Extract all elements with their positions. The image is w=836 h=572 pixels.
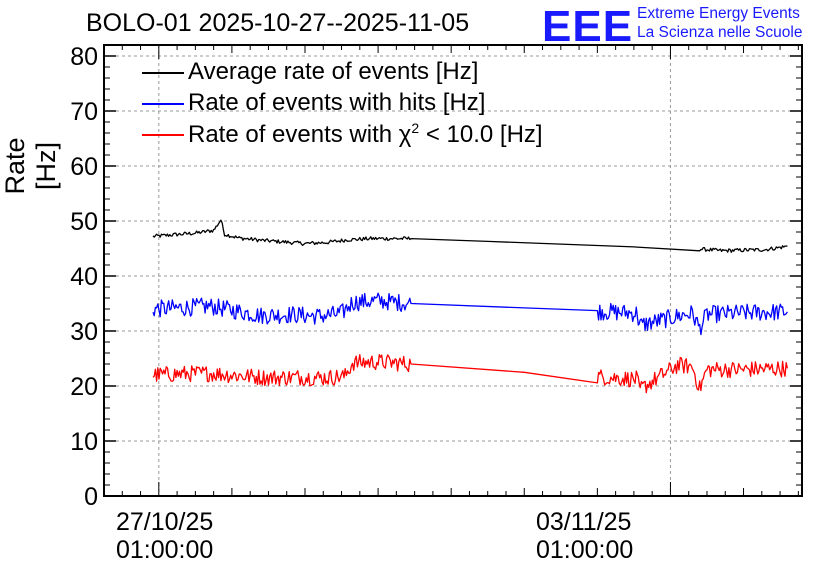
legend-item-hits: Rate of events with hits [Hz] [140,89,600,119]
legend-item-average: Average rate of events [Hz] [140,58,600,88]
y-tick-label-5: 50 [70,208,98,236]
series-line-1 [152,292,788,336]
x-tick-label-0: 27/10/25 01:00:00 [116,508,213,564]
legend-label-chi2: Rate of events with χ2 < 10.0 [Hz] [188,120,543,148]
logo-line-2: La Scienza nelle Scuole [637,24,803,41]
legend-label-average: Average rate of events [Hz] [188,58,479,85]
plot-frame [103,44,803,497]
series-line-2 [152,354,789,394]
y-tick-label-2: 20 [70,373,98,401]
series-line-0 [152,219,788,253]
logo-caption: Extreme Energy Events La Scienza nelle S… [637,4,802,42]
eee-logo: EEE [542,2,634,51]
x-tick-date-1: 03/11/25 [536,508,632,536]
legend-swatch-black [142,72,184,74]
y-tick-label-4: 40 [70,263,98,291]
y-tick-label-6: 60 [70,153,98,181]
chart-title: BOLO-01 2025-10-27--2025-11-05 [86,9,470,37]
y-tick-label-1: 10 [70,428,98,456]
x-tick-date-0: 27/10/25 [116,508,214,536]
y-tick-label-8: 80 [70,43,98,71]
y-tick-label-3: 30 [70,318,98,346]
y-tick-label-7: 70 [70,98,98,126]
x-tick-label-1: 03/11/25 01:00:00 [536,508,633,564]
y-tick-label-0: 0 [84,483,98,511]
x-tick-time-1: 01:00:00 [536,536,634,564]
legend-swatch-blue [142,103,184,105]
legend-item-chi2: Rate of events with χ2 < 10.0 [Hz] [140,120,600,150]
legend-swatch-red [142,134,184,136]
legend-label-hits: Rate of events with hits [Hz] [188,89,486,116]
logo-line-1: Extreme Energy Events [637,5,800,22]
x-tick-time-0: 01:00:00 [116,536,214,564]
